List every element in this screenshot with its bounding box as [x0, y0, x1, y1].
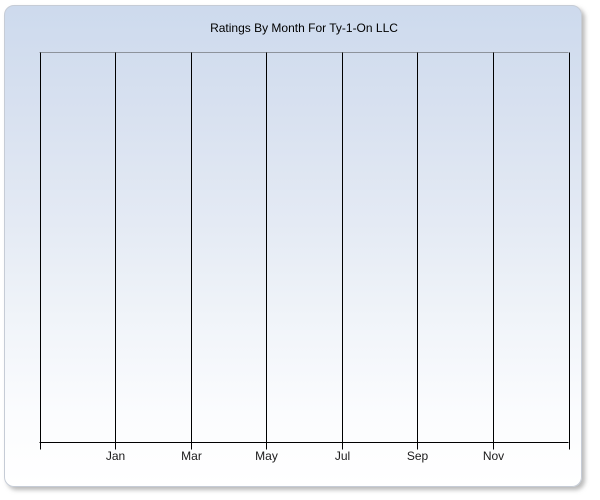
x-axis-label: Nov [482, 449, 505, 463]
x-axis-label: Sep [406, 449, 429, 463]
chart-title: Ratings By Month For Ty-1-On LLC [210, 21, 398, 35]
x-axis-label: Jan [105, 449, 126, 463]
x-axis-label: Mar [181, 449, 202, 463]
x-axis-label: May [255, 449, 278, 463]
plot-area [39, 52, 570, 450]
x-axis-label: Jul [334, 449, 351, 463]
chart-card: Ratings By Month For Ty-1-On LLC Jan Mar M… [4, 5, 582, 487]
